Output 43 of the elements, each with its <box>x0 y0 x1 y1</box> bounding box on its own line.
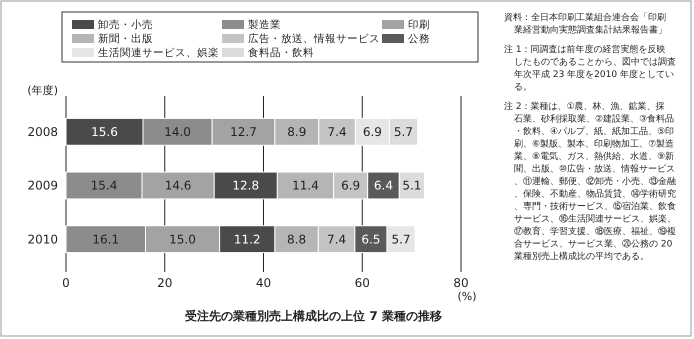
data-label: 5.7 <box>391 232 411 246</box>
text: 注 1：同調査は前年度の経営実態を反映したものであることから、図中では調査年次平成 23 年度を2010 年度としている。 <box>504 44 676 92</box>
data-label: 6.9 <box>362 125 382 140</box>
data-label: 8.9 <box>287 125 306 140</box>
legend-label: 印刷 <box>408 18 430 31</box>
y-axis-title: (年度) <box>27 84 58 97</box>
data-label: 14.0 <box>164 125 191 140</box>
data-label: 15.4 <box>90 178 118 193</box>
legend-label: 製造業 <box>248 18 281 31</box>
x-axis-title: (%) <box>457 290 477 303</box>
x-tick-label: 20 <box>157 276 172 290</box>
x-tick-label: 60 <box>354 276 370 290</box>
data-label: 11.2 <box>234 232 261 246</box>
y-tick-label: 2008 <box>27 125 58 140</box>
legend-label: 卸売・小売 <box>98 18 153 31</box>
legend-label: 生活関連サービス、娯楽 <box>98 46 219 59</box>
data-label: 12.7 <box>230 125 257 140</box>
data-label: 15.6 <box>91 125 118 140</box>
data-label: 16.1 <box>92 232 120 246</box>
text: 注 2：業種は、①農、林、漁、鉱業、採石業、砂利採取業、②建設業、③食料品・飲料、④パルプ、紙、紙加工品、⑤印刷、⑥製版、製本、印刷物加工、⑦製造業、⑧電気、ガス、熱供給、水道、⑨新聞、出版、⑩広告・放送、情報サービス、⑪運輸、郵便、⑫卸売・小売、⑬金融、保険、不動産、物品賃貸、⑭学術研究、専門・技術サービス、⑮宿泊業、飲食サービス、⑯生活関連サービス、娯楽、⑰教育、学習支援、⑱医療、福祉、⑲複合サービス、サービス業、⑳公務の 20 業種別売上構成比の平均である。 <box>504 102 676 262</box>
data-label: 15.0 <box>169 232 196 246</box>
y-tick-label: 2009 <box>27 178 58 193</box>
data-label: 6.4 <box>374 178 394 193</box>
text: 受注先の業種別売上構成比の上位 7 業種の推移 <box>184 309 442 323</box>
legend-label: 広告・放送、情報サービス <box>248 32 380 45</box>
data-label: 8.8 <box>287 232 306 246</box>
data-label: 12.8 <box>232 178 260 193</box>
data-label: 6.9 <box>341 178 360 193</box>
x-tick-label: 40 <box>256 276 272 290</box>
legend-label: 公務 <box>408 33 430 45</box>
x-tick-label: 80 <box>453 276 469 290</box>
text: 資料：全日本印刷工業組合連合会「印刷業経営動向実態調査集計結果報告書」 <box>504 12 667 36</box>
data-label: 7.4 <box>327 232 346 246</box>
data-label: 11.4 <box>292 178 319 193</box>
legend-label: 食料品・飲料 <box>248 46 314 59</box>
data-label: 14.6 <box>164 178 192 193</box>
legend-label: 新聞・出版 <box>98 32 153 45</box>
data-label: 7.4 <box>328 125 347 140</box>
y-tick-label: 2010 <box>27 232 58 246</box>
data-label: 6.5 <box>361 232 380 246</box>
x-tick-label: 0 <box>62 276 70 290</box>
data-label: 5.1 <box>402 178 422 193</box>
data-label: 5.7 <box>394 125 414 140</box>
